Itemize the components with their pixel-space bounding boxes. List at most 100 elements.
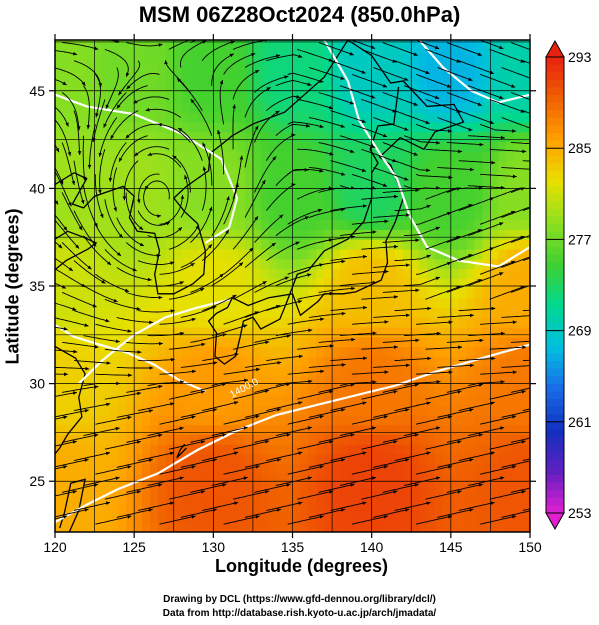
streamline-arrowhead <box>145 185 149 190</box>
streamline-arrowhead <box>500 426 505 430</box>
field-cell <box>363 209 373 221</box>
field-cell <box>379 200 389 211</box>
field-cell <box>221 522 230 532</box>
field-cell <box>173 141 183 152</box>
field-cell <box>70 414 80 426</box>
streamline-arrowhead <box>405 508 410 512</box>
field-cell <box>245 73 254 84</box>
field-cell <box>94 268 104 279</box>
field-cell <box>442 73 452 84</box>
field-cell <box>419 346 428 357</box>
field-cell <box>260 492 270 504</box>
colorbar-segment <box>546 361 564 370</box>
field-cell <box>78 63 88 74</box>
field-cell <box>252 141 262 152</box>
field-cell <box>260 356 270 367</box>
streamline <box>254 110 280 143</box>
field-cell <box>324 473 333 484</box>
field-cell <box>506 375 515 387</box>
field-cell <box>181 356 191 367</box>
field-cell <box>126 385 135 396</box>
field-cell <box>229 219 238 230</box>
field-cell <box>118 434 127 445</box>
field-cell <box>316 141 325 152</box>
field-cell <box>379 522 389 532</box>
field-cell <box>276 53 286 65</box>
field-cell <box>245 346 254 357</box>
field-cell <box>355 327 365 338</box>
field-cell <box>94 356 104 367</box>
field-cell <box>347 356 357 367</box>
streamline <box>446 483 483 493</box>
field-cell <box>379 190 389 201</box>
field-cell <box>245 92 254 104</box>
field-cell <box>316 385 325 396</box>
field-cell <box>308 43 317 55</box>
field-cell <box>78 161 88 172</box>
field-cell <box>165 73 175 84</box>
field-cell <box>292 287 302 299</box>
streamline-arrowhead <box>145 107 150 112</box>
field-cell <box>237 122 246 133</box>
field-cell <box>490 219 499 230</box>
field-cell <box>276 405 286 416</box>
streamline-arrowhead <box>435 226 440 231</box>
field-cell <box>292 483 302 494</box>
field-cell <box>102 268 112 279</box>
streamline <box>480 371 517 375</box>
field-cell <box>276 297 286 309</box>
field-cell <box>347 307 357 318</box>
field-cell <box>379 434 389 445</box>
field-cell <box>118 73 127 84</box>
field-cell <box>197 453 207 465</box>
field-cell <box>347 200 357 211</box>
field-cell <box>316 239 325 250</box>
streamline-arrowhead <box>298 54 303 58</box>
field-cell <box>316 327 325 338</box>
field-cell <box>110 287 119 299</box>
field-cell <box>173 395 183 406</box>
field-cell <box>237 82 246 94</box>
field-cell <box>55 522 64 532</box>
field-cell <box>118 102 127 113</box>
field-cell <box>94 366 104 377</box>
field-cell <box>70 473 80 484</box>
field-cell <box>371 151 381 162</box>
streamline-arrowhead <box>436 476 441 480</box>
streamline <box>468 426 505 437</box>
streamline-arrowhead <box>200 390 205 394</box>
field-cell <box>221 200 230 211</box>
field-cell <box>482 502 492 514</box>
streamline <box>351 173 388 187</box>
streamline-arrowhead <box>320 317 325 322</box>
field-cell <box>340 63 349 74</box>
field-cell <box>110 63 119 74</box>
y-tick-label: 40 <box>29 180 45 196</box>
field-cell <box>229 424 238 435</box>
field-cell <box>213 63 222 74</box>
field-cell <box>245 131 254 143</box>
field-cell <box>308 395 317 406</box>
colorbar-segment <box>546 117 564 126</box>
field-cell <box>292 53 302 65</box>
field-cell <box>419 43 428 55</box>
field-cell <box>284 239 294 250</box>
field-cell <box>435 200 444 211</box>
streamline-arrowhead <box>426 401 431 405</box>
field-cell <box>514 297 523 309</box>
field-cell <box>403 278 412 289</box>
field-cell <box>300 385 309 396</box>
streamline <box>446 339 484 343</box>
field-cell <box>110 92 119 104</box>
field-cell <box>229 385 238 396</box>
field-cell <box>134 375 143 387</box>
streamline-arrowhead <box>426 168 431 172</box>
streamline-arrowhead <box>298 401 303 405</box>
field-cell <box>229 512 238 523</box>
streamline-arrowhead <box>363 305 367 310</box>
field-cell <box>498 327 507 338</box>
field-cell <box>173 43 183 55</box>
streamline <box>266 183 296 211</box>
field-cell <box>173 346 183 357</box>
field-cell <box>118 327 127 338</box>
